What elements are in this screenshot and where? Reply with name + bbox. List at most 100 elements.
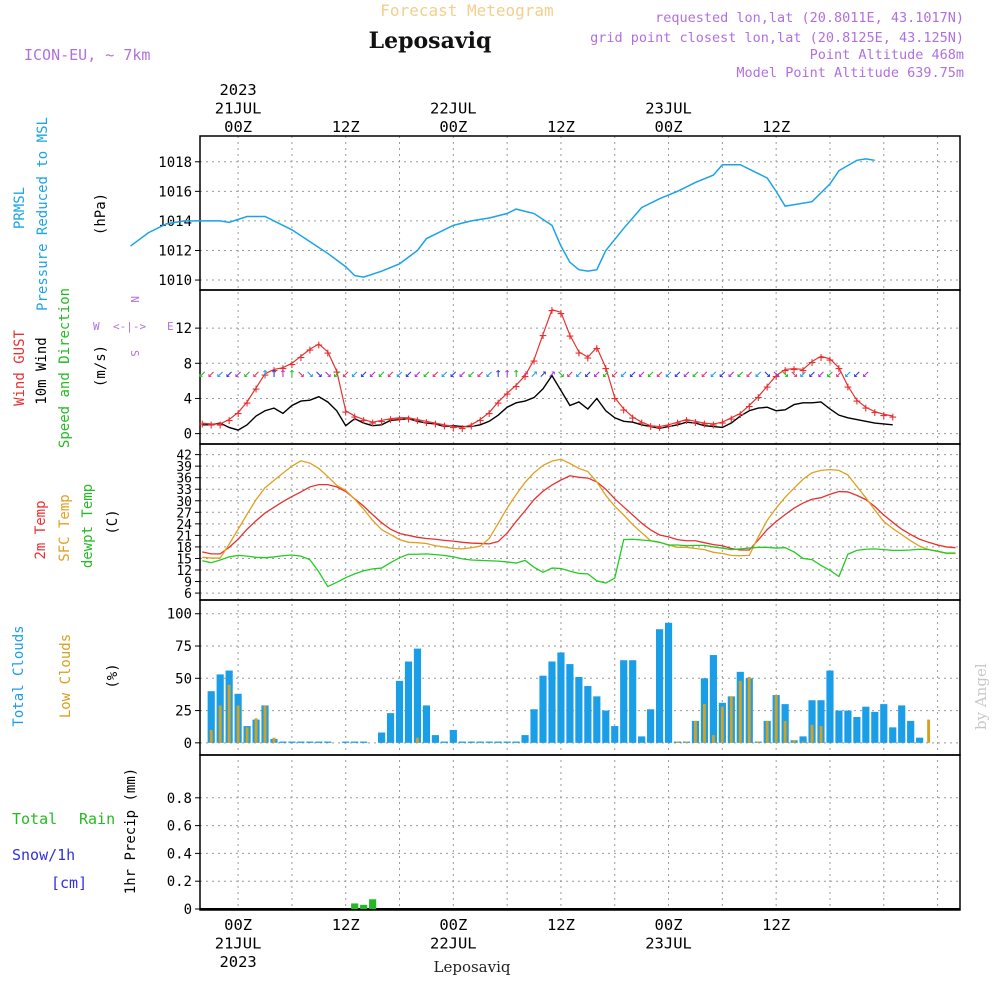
wind-direction-arrow: ↙: [584, 366, 592, 381]
prmsl-desc: Pressure Reduced to MSL: [35, 117, 51, 311]
compass-legend: W <-|-> E N S: [93, 296, 174, 357]
total-clouds-bar: [575, 677, 583, 743]
wind-direction-arrow: ↙: [431, 366, 439, 381]
gust-marker: +: [584, 351, 592, 366]
gust-marker: +: [683, 414, 691, 429]
low-clouds-bar: [801, 741, 805, 743]
gust-marker: +: [718, 416, 726, 431]
wind-direction-arrow: ↙: [387, 366, 395, 381]
total-clouds-bar: [566, 664, 574, 743]
total-clouds-bar: [440, 741, 448, 743]
low-clouds-bar: [783, 720, 787, 743]
wind-direction-arrow: ↙: [674, 366, 682, 381]
gust-marker: +: [566, 329, 574, 344]
gust-marker: +: [880, 408, 888, 423]
gust-marker: +: [701, 417, 709, 432]
wind-direction-arrow: ↑: [503, 366, 511, 381]
gust-marker: +: [629, 411, 637, 426]
total-clouds-bar: [898, 705, 906, 743]
gust-marker: +: [692, 415, 700, 430]
wind-direction-arrow: ↘: [781, 366, 789, 381]
wind-direction-arrow: ↙: [665, 366, 673, 381]
temp-y-tick-label: 18: [176, 541, 192, 556]
temp-panel-frame: [199, 443, 961, 601]
precip-panel-frame: [199, 754, 961, 911]
total-clouds-bar: [485, 741, 493, 743]
total-label: Total: [12, 810, 57, 828]
total-clouds-bar: [521, 735, 529, 743]
gust-marker: +: [396, 412, 404, 427]
wind-direction-arrow: ↘: [763, 366, 771, 381]
clouds-y-tick-label: 25: [175, 704, 192, 720]
low-clouds-bar: [236, 705, 240, 743]
low-clouds-bar: [810, 724, 814, 743]
gust-marker: +: [467, 419, 475, 434]
wind-direction-arrow: ↑: [512, 366, 520, 381]
total-clouds-bar: [799, 736, 807, 743]
precip-y-tick-label: 0.4: [167, 846, 192, 862]
gust-marker: +: [593, 341, 601, 356]
wind-direction-arrow: ↑: [270, 366, 278, 381]
wind-dir-label: Speed and Direction: [57, 288, 73, 448]
wind-direction-arrow: ↑: [494, 366, 502, 381]
total-clouds-bar: [351, 741, 359, 743]
temp-panel-labels: 2m Temp SFC Temp dewpt Temp (C): [33, 484, 121, 568]
wind-direction-arrow: ↙: [234, 366, 242, 381]
wind-direction-arrow: ↙: [198, 366, 206, 381]
temp-y-tick-label: 30: [176, 495, 192, 510]
total-clouds-bar: [413, 648, 422, 743]
total-clouds-bar: [386, 713, 395, 743]
pressure-panel-frame: [199, 135, 961, 291]
wind-direction-arrow: ↙: [611, 366, 619, 381]
gust-marker: +: [727, 412, 735, 427]
total-clouds-bar: [620, 660, 628, 743]
wind-direction-arrow: ↙: [862, 366, 870, 381]
total-clouds-bar: [422, 705, 431, 743]
rain-bar: [351, 903, 359, 909]
total-clouds-bar: [279, 741, 287, 743]
total-clouds-bar: [808, 700, 816, 743]
point-altitude: Point Altitude 468m: [810, 47, 964, 63]
low-clouds-bar: [694, 720, 697, 743]
wind-direction-arrow: ↙: [378, 366, 386, 381]
wind-direction-arrow: ↙: [656, 366, 664, 381]
wind-direction-arrow: ↙: [396, 366, 404, 381]
top-time-label: 12Z: [332, 118, 360, 136]
wind-direction-arrow: ↙: [736, 366, 744, 381]
low-clouds-bar: [729, 696, 733, 743]
total-clouds-bar: [512, 741, 520, 743]
total-clouds-label: Total Clouds: [11, 625, 27, 726]
total-clouds-bar: [602, 710, 610, 743]
total-clouds-bar: [530, 709, 538, 743]
precip-panel-labels: Total Rain Snow/1h [cm] 1hr Precip (mm): [12, 768, 139, 894]
wind-direction-arrow: ↙: [683, 366, 691, 381]
bottom-time-label: 12Z: [547, 916, 575, 934]
low-clouds-bar: [720, 706, 724, 743]
pressure-y-tick-label: 1018: [158, 155, 192, 171]
wind-direction-arrow: ↙: [593, 366, 601, 381]
gust-marker: +: [198, 417, 206, 432]
gust-marker: +: [889, 410, 897, 425]
total-clouds-bar: [404, 661, 413, 743]
total-clouds-bar: [557, 652, 565, 743]
pressure-y-tick-label: 1012: [158, 243, 192, 259]
gust-marker: +: [530, 354, 538, 369]
low-clouds-bar: [819, 726, 823, 743]
total-clouds-bar: [629, 660, 637, 743]
wind-direction-arrow: ↘: [306, 366, 314, 381]
gust-marker: +: [252, 382, 260, 397]
total-clouds-bar: [395, 680, 404, 743]
wind-direction-arrow: ↙: [575, 366, 583, 381]
total-clouds-bar: [638, 736, 646, 743]
bottom-time-label: 12Z: [762, 916, 790, 934]
wind-direction-arrow: ↙: [476, 366, 484, 381]
gust-marker: +: [369, 416, 377, 431]
total-clouds-bar: [306, 741, 314, 743]
wind-direction-arrow: ↙: [351, 366, 359, 381]
total-clouds-bar: [539, 675, 547, 743]
low-clouds-bar: [676, 741, 679, 743]
total-clouds-bar: [315, 741, 323, 743]
gust-marker: +: [611, 392, 619, 407]
